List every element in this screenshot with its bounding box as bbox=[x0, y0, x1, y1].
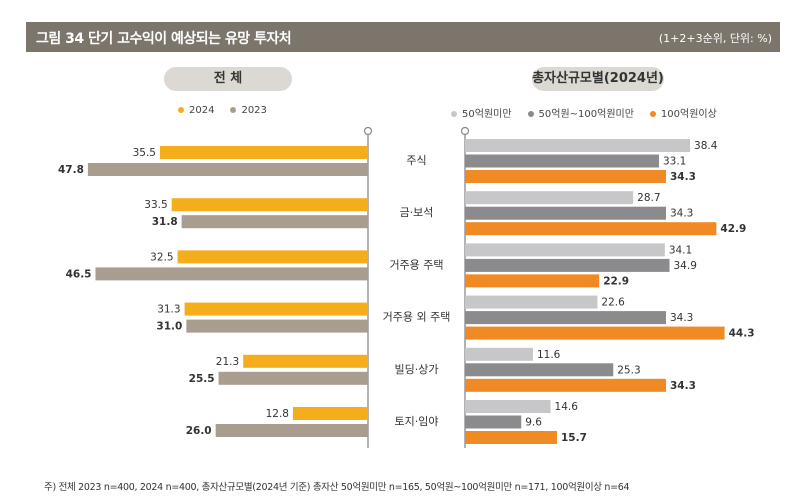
category-label: 금·보석 bbox=[400, 206, 434, 219]
data-label: 22.6 bbox=[601, 297, 625, 309]
footnote: 주) 전체 2023 n=400, 2024 n=400, 총자산규모별(202… bbox=[44, 482, 630, 493]
data-label: 35.5 bbox=[133, 147, 156, 159]
bar-right bbox=[465, 431, 558, 444]
data-label: 34.3 bbox=[670, 312, 693, 324]
data-label: 12.8 bbox=[266, 408, 289, 420]
bar-left-2023 bbox=[218, 371, 368, 385]
legend-item: 50억원미만 bbox=[451, 105, 512, 120]
bar-right bbox=[465, 206, 666, 220]
data-label: 46.5 bbox=[66, 268, 92, 280]
bar-left-2024 bbox=[171, 198, 368, 212]
left-chart-title: 전 체 bbox=[164, 67, 292, 91]
right-chart-title: 총자산규모별(2024년) bbox=[532, 67, 664, 91]
data-label: 33.5 bbox=[144, 199, 167, 211]
legend-label: 2024 bbox=[189, 105, 215, 116]
data-label: 11.6 bbox=[537, 349, 561, 361]
left-legend: 2024 2023 bbox=[178, 105, 267, 116]
data-label: 38.4 bbox=[694, 140, 718, 152]
bar-right bbox=[465, 191, 634, 205]
data-label: 34.1 bbox=[669, 244, 692, 256]
data-label: 25.3 bbox=[617, 364, 640, 376]
bar-right bbox=[465, 243, 665, 257]
legend-item: 2024 bbox=[178, 105, 214, 116]
data-label: 26.0 bbox=[186, 425, 212, 437]
bar-right bbox=[465, 347, 533, 361]
bar-right bbox=[465, 258, 670, 272]
legend-dot-icon bbox=[178, 107, 184, 113]
data-label: 42.9 bbox=[720, 223, 746, 235]
data-label: 32.5 bbox=[150, 251, 173, 263]
data-label: 15.7 bbox=[561, 432, 587, 444]
bar-left-2023 bbox=[186, 319, 368, 333]
category-label: 거주용 외 주택 bbox=[383, 311, 451, 324]
bar-left-2024 bbox=[184, 302, 368, 316]
legend-label: 50억원~100억원미만 bbox=[538, 109, 634, 120]
figure-title: 그림 34 단기 고수익이 예상되는 유망 투자처 bbox=[36, 31, 292, 47]
legend-item: 100억원이상 bbox=[649, 105, 717, 120]
data-label: 31.0 bbox=[156, 321, 182, 333]
figure-header: 그림 34 단기 고수익이 예상되는 유망 투자처 (1+2+3순위, 단위: … bbox=[26, 22, 780, 52]
data-label: 47.8 bbox=[58, 164, 84, 176]
category-label: 빌딩·상가 bbox=[395, 363, 439, 376]
data-label: 34.9 bbox=[674, 260, 697, 272]
data-label: 25.5 bbox=[189, 373, 215, 385]
category-label: 토지·임야 bbox=[395, 415, 439, 428]
bar-right bbox=[465, 415, 522, 429]
bar-right bbox=[465, 326, 725, 340]
bar-right bbox=[465, 295, 598, 309]
bar-left-2024 bbox=[292, 407, 368, 420]
bar-left-2023 bbox=[215, 424, 368, 437]
data-label: 31.3 bbox=[157, 304, 180, 316]
bar-right bbox=[465, 170, 666, 183]
legend-dot-icon bbox=[451, 111, 457, 117]
legend-label: 100억원이상 bbox=[660, 109, 717, 120]
unit-label: (1+2+3순위, 단위: %) bbox=[658, 32, 772, 45]
data-label: 28.7 bbox=[637, 192, 660, 204]
legend-item: 2023 bbox=[230, 105, 267, 116]
bar-right bbox=[465, 274, 600, 288]
axis-end-circle-icon bbox=[363, 126, 373, 136]
legend-dot-icon bbox=[230, 107, 237, 113]
bar-right bbox=[465, 154, 659, 168]
data-label: 21.3 bbox=[216, 356, 239, 368]
bar-left-2023 bbox=[95, 267, 368, 281]
data-label: 31.8 bbox=[152, 216, 178, 228]
data-label: 34.3 bbox=[670, 208, 693, 220]
bar-left-2023 bbox=[87, 163, 368, 176]
data-label: 22.9 bbox=[603, 275, 629, 287]
bar-left-2024 bbox=[243, 354, 368, 368]
bar-right bbox=[465, 378, 666, 392]
bar-left-2023 bbox=[181, 215, 368, 229]
legend-label: 2023 bbox=[241, 105, 267, 116]
data-label: 34.3 bbox=[670, 380, 696, 392]
right-legend: 50억원미만 50억원~100억원미만 100억원이상 bbox=[451, 105, 717, 120]
data-label: 34.3 bbox=[670, 171, 696, 183]
legend-item: 50억원~100억원미만 bbox=[527, 105, 634, 120]
data-label: 14.6 bbox=[555, 401, 579, 413]
bar-right bbox=[465, 400, 551, 413]
bar-left-2024 bbox=[159, 146, 368, 159]
category-label: 거주용 주택 bbox=[389, 258, 443, 271]
bar-left-2024 bbox=[177, 250, 368, 264]
category-label: 주식 bbox=[406, 154, 426, 167]
legend-dot-icon bbox=[649, 111, 656, 117]
legend-label: 50억원미만 bbox=[462, 109, 512, 120]
axis-end-circle-icon bbox=[460, 126, 470, 136]
data-label: 33.1 bbox=[663, 156, 686, 168]
legend-dot-icon bbox=[527, 111, 534, 117]
bar-right bbox=[465, 222, 717, 236]
bar-right bbox=[465, 363, 614, 377]
data-label: 9.6 bbox=[525, 417, 542, 429]
bar-right bbox=[465, 311, 666, 325]
bar-right bbox=[465, 139, 691, 152]
data-label: 44.3 bbox=[729, 328, 755, 340]
